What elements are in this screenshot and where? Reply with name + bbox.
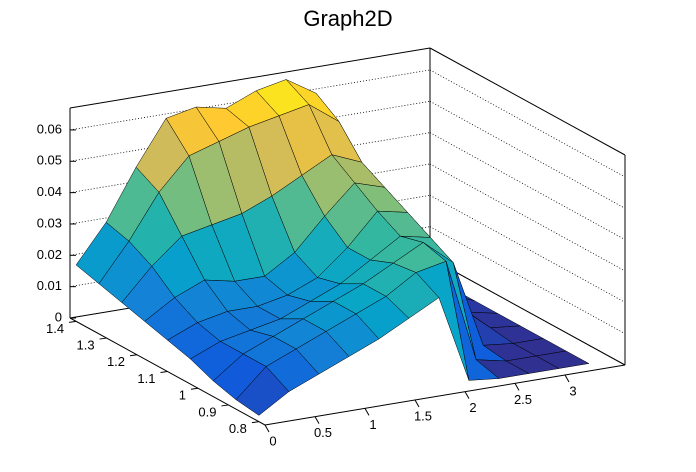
y-tick xyxy=(160,371,168,373)
y-tick xyxy=(69,320,77,323)
chart-title: Graph2D xyxy=(303,6,392,31)
z-tick-label: 0.06 xyxy=(37,121,62,136)
grid-line xyxy=(429,257,626,366)
x-tick xyxy=(314,416,320,424)
x-tick xyxy=(514,383,520,391)
x-tick-label: 1.5 xyxy=(414,408,432,423)
grid-line xyxy=(429,226,626,335)
z-tick-label: 0.05 xyxy=(37,153,62,168)
y-tick-label: 0.9 xyxy=(198,404,216,419)
grid-line xyxy=(429,163,626,272)
x-tick-label: 1 xyxy=(369,417,376,432)
y-tick-label: 1.2 xyxy=(107,354,125,369)
surface-cell xyxy=(235,366,290,416)
y-tick-label: 1 xyxy=(179,388,186,403)
grid-line xyxy=(429,69,626,178)
x-tick xyxy=(264,424,270,433)
y-tick-label: 1.3 xyxy=(76,338,94,353)
x-tick-label: 0.5 xyxy=(314,425,332,440)
y-tick-label: 1.1 xyxy=(137,371,155,386)
x-tick-label: 3 xyxy=(569,383,576,398)
z-tick-label: 0.02 xyxy=(37,247,62,262)
y-tick xyxy=(190,387,199,390)
z-tick-label: 0.03 xyxy=(37,215,62,230)
grid-line xyxy=(429,194,626,303)
z-tick-label: 0.01 xyxy=(37,278,62,293)
y-tick xyxy=(129,354,138,357)
z-tick-label: 0 xyxy=(55,309,62,324)
x-tick xyxy=(364,408,370,416)
x-tick-label: 2.5 xyxy=(514,392,532,407)
y-tick xyxy=(99,337,107,340)
y-tick xyxy=(251,421,259,424)
box-edge xyxy=(429,47,626,156)
x-tick xyxy=(414,399,420,408)
grid-line xyxy=(429,100,626,209)
grid-line xyxy=(69,100,431,162)
x-tick xyxy=(564,374,570,383)
grid-line xyxy=(69,69,431,131)
box-edge xyxy=(69,47,431,109)
y-tick xyxy=(221,404,229,407)
z-tick-label: 0.04 xyxy=(37,184,62,199)
x-tick xyxy=(464,391,470,399)
grid-line xyxy=(429,132,626,240)
x-tick-label: 2 xyxy=(469,400,476,415)
y-tick-label: 0.8 xyxy=(229,421,247,436)
y-tick-label: 1.4 xyxy=(46,321,64,336)
x-tick-label: 0 xyxy=(269,433,276,448)
